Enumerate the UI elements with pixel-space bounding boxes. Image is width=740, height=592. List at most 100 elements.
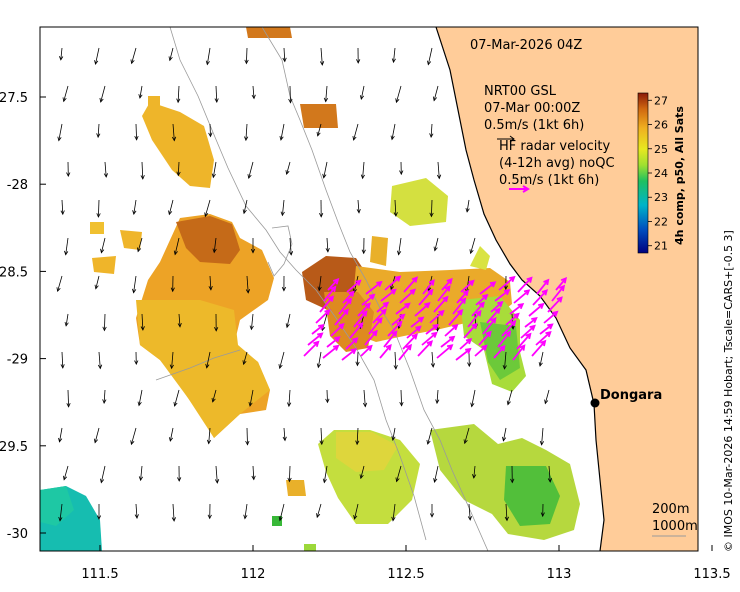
hf-arrowhead	[371, 329, 378, 337]
hf-arrowhead	[513, 312, 520, 319]
gsl-arrowhead	[502, 365, 507, 370]
gsl-arrowhead	[205, 363, 210, 369]
gsl-arrowhead	[467, 362, 472, 368]
gsl-arrow	[283, 47, 286, 62]
gsl-arrow	[391, 123, 396, 140]
gsl-arrowhead	[93, 438, 99, 444]
gsl-arrowhead	[359, 95, 365, 101]
hf-arrow	[357, 303, 371, 317]
hf-arrowhead	[431, 331, 438, 338]
hf-arrowhead	[385, 343, 392, 351]
hf-arrow	[429, 310, 444, 324]
gsl-arrow	[57, 275, 63, 292]
gsl-arrowhead	[288, 98, 293, 104]
gsl-arrow	[393, 47, 396, 63]
coastline	[435, 27, 605, 551]
dongara-marker	[590, 398, 600, 408]
gsl-arrowhead	[280, 211, 285, 217]
gsl-arrow	[248, 161, 254, 179]
gsl-arrow	[396, 85, 402, 103]
hf-arrowhead	[396, 320, 403, 328]
hf-arrow	[399, 289, 416, 304]
hf-arrow	[330, 323, 344, 337]
hf-arrowhead	[482, 293, 489, 301]
hf-arrowhead	[497, 300, 504, 308]
hf-arrowhead	[350, 348, 357, 355]
hf-arrowhead	[446, 344, 454, 351]
gsl-arrow	[60, 47, 63, 60]
hf-arrowhead	[409, 288, 417, 295]
gsl-arrowhead	[64, 321, 69, 327]
hf-arrowhead	[448, 335, 456, 342]
hf-arrow	[509, 303, 524, 315]
gsl-arrow	[58, 123, 63, 141]
gsl-arrow	[317, 123, 322, 137]
hf-arrow	[444, 324, 458, 337]
gsl-arrow	[539, 351, 544, 367]
gsl-arrowhead	[176, 171, 181, 177]
hf-arrowhead	[538, 302, 545, 310]
hf-arrowhead	[424, 302, 431, 309]
gsl-arrow	[353, 123, 359, 141]
gsl-arrow	[135, 503, 138, 519]
hf-arrowhead	[415, 325, 422, 332]
gsl-arrow	[428, 275, 433, 291]
gsl-arrow	[251, 313, 254, 330]
hf-arrowhead	[361, 310, 368, 317]
gsl-arrowhead	[288, 251, 294, 256]
gsl-arrow	[67, 389, 69, 407]
hf-arrowhead	[462, 289, 469, 297]
gsl-arrowhead	[134, 135, 139, 141]
hf-arrow	[536, 279, 549, 295]
gsl-arrowhead	[56, 287, 61, 293]
colorbar-tick-label: 25	[654, 143, 668, 156]
gsl-arrowhead	[538, 362, 543, 367]
gsl-arrowhead	[469, 249, 474, 255]
gsl-arrow	[507, 389, 513, 405]
hf-arrowhead	[411, 276, 419, 283]
gsl-arrowhead	[510, 325, 515, 330]
gsl-arrow	[101, 237, 106, 253]
hf-arrowhead	[444, 285, 451, 292]
hf-arrowhead	[509, 275, 516, 283]
gsl-arrow	[244, 503, 248, 519]
hf-arrowhead	[352, 337, 359, 344]
hf-arrow	[486, 308, 501, 324]
gsl-arrowhead	[176, 98, 181, 104]
hf-arrow	[338, 298, 352, 315]
gsl-scale: 0.5m/s (1kt 6h)	[484, 118, 584, 133]
hf-arrowhead	[426, 340, 434, 347]
gsl-arrowhead	[208, 285, 213, 291]
gsl-arrowhead	[429, 212, 434, 218]
gsl-arrow	[59, 503, 63, 521]
gsl-arrow	[252, 465, 255, 480]
gsl-arrow	[320, 427, 323, 445]
hf-arrow	[410, 316, 424, 328]
gsl-arrow	[178, 313, 181, 327]
hf-arrow	[433, 296, 448, 313]
y-tick-label: -28	[7, 178, 28, 193]
depth-label-1000m: 1000m	[652, 519, 698, 534]
gsl-arrow	[434, 237, 439, 251]
gsl-arrow	[215, 465, 218, 483]
hf-arrowhead	[338, 322, 345, 330]
hf-arrow	[490, 301, 503, 313]
gsl-arrowhead	[214, 98, 219, 104]
gsl-arrow	[103, 389, 106, 404]
hf-arrow	[467, 310, 482, 328]
gsl-arrow	[97, 123, 100, 138]
gsl-arrowhead	[355, 361, 360, 367]
gsl-arrowhead	[356, 59, 361, 64]
x-tick-label: 113	[547, 567, 572, 582]
hf-arrow	[551, 285, 565, 302]
gsl-arrowhead	[544, 399, 549, 405]
gsl-arrowhead	[429, 133, 434, 139]
gsl-arrow	[471, 389, 476, 407]
hf-arrow	[475, 294, 488, 306]
gsl-arrow	[100, 465, 106, 483]
gsl-arrow	[362, 161, 365, 179]
hf-arrowhead	[481, 344, 488, 351]
hf-arrow	[448, 309, 463, 326]
hf-arrow	[497, 331, 511, 348]
